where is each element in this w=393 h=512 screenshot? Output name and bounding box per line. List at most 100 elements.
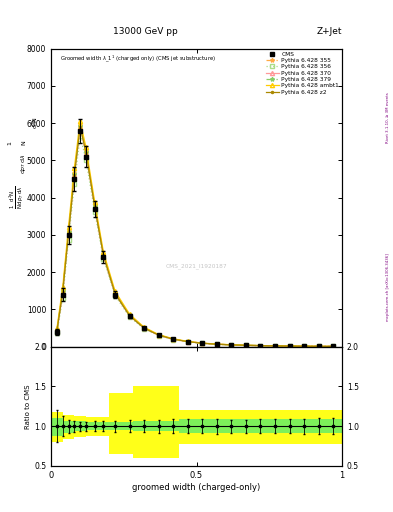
Pythia 6.428 ambt1 <box>273 343 277 349</box>
Pythia 6.428 z2 <box>156 332 161 338</box>
Pythia 6.428 z2 <box>78 123 83 130</box>
Pythia 6.428 356 <box>61 295 65 301</box>
Pythia 6.428 379 <box>215 341 219 347</box>
Pythia 6.428 355 <box>92 202 97 208</box>
Pythia 6.428 356 <box>66 237 71 243</box>
Text: CMS_2021_I1920187: CMS_2021_I1920187 <box>166 263 227 269</box>
Pythia 6.428 370 <box>316 343 321 349</box>
Pythia 6.428 356 <box>302 343 307 349</box>
Pythia 6.428 ambt1 <box>78 118 83 124</box>
Pythia 6.428 ambt1 <box>92 199 97 205</box>
Pythia 6.428 356 <box>244 343 248 349</box>
Pythia 6.428 379 <box>244 342 248 348</box>
Pythia 6.428 379 <box>229 342 234 348</box>
Text: Groomed width $\lambda\_1^1$ (charged only) (CMS jet substructure): Groomed width $\lambda\_1^1$ (charged on… <box>60 53 216 64</box>
Pythia 6.428 z2 <box>113 290 118 296</box>
Pythia 6.428 355 <box>258 343 263 349</box>
Pythia 6.428 356 <box>171 336 176 343</box>
Pythia 6.428 355 <box>200 340 205 346</box>
Pythia 6.428 z2 <box>84 150 88 156</box>
Pythia 6.428 379 <box>61 288 65 294</box>
Pythia 6.428 379 <box>142 325 147 331</box>
Pythia 6.428 379 <box>258 343 263 349</box>
Pythia 6.428 370 <box>61 289 65 295</box>
Pythia 6.428 ambt1 <box>244 342 248 348</box>
Pythia 6.428 355 <box>185 338 190 345</box>
Pythia 6.428 370 <box>200 340 205 346</box>
Pythia 6.428 356 <box>185 339 190 345</box>
Pythia 6.428 370 <box>156 332 161 338</box>
Pythia 6.428 355 <box>127 312 132 318</box>
Pythia 6.428 ambt1 <box>302 343 307 349</box>
Pythia 6.428 z2 <box>273 343 277 349</box>
Pythia 6.428 355 <box>273 343 277 349</box>
Pythia 6.428 379 <box>156 332 161 338</box>
Pythia 6.428 379 <box>287 343 292 349</box>
Pythia 6.428 379 <box>185 338 190 345</box>
Pythia 6.428 ambt1 <box>316 343 321 349</box>
Pythia 6.428 z2 <box>215 341 219 347</box>
Pythia 6.428 z2 <box>61 289 65 295</box>
Pythia 6.428 z2 <box>171 336 176 343</box>
Pythia 6.428 356 <box>229 342 234 348</box>
Pythia 6.428 355 <box>84 148 88 154</box>
Pythia 6.428 356 <box>78 133 83 139</box>
Pythia 6.428 379 <box>92 203 97 209</box>
Pythia 6.428 z2 <box>92 204 97 210</box>
Pythia 6.428 379 <box>200 340 205 346</box>
Pythia 6.428 355 <box>66 228 71 234</box>
Pythia 6.428 370 <box>127 313 132 319</box>
Pythia 6.428 356 <box>101 255 106 262</box>
Pythia 6.428 370 <box>113 291 118 297</box>
Pythia 6.428 z2 <box>244 342 248 348</box>
Pythia 6.428 356 <box>72 181 77 187</box>
Pythia 6.428 ambt1 <box>215 341 219 347</box>
Line: Pythia 6.428 356: Pythia 6.428 356 <box>55 134 335 349</box>
Line: Pythia 6.428 z2: Pythia 6.428 z2 <box>55 124 335 349</box>
Pythia 6.428 ambt1 <box>84 144 88 151</box>
Pythia 6.428 ambt1 <box>185 338 190 345</box>
Pythia 6.428 379 <box>273 343 277 349</box>
Pythia 6.428 370 <box>302 343 307 349</box>
Pythia 6.428 355 <box>55 327 59 333</box>
Pythia 6.428 355 <box>331 344 336 350</box>
Pythia 6.428 379 <box>127 312 132 318</box>
Pythia 6.428 379 <box>84 149 88 155</box>
X-axis label: groomed width (charged-only): groomed width (charged-only) <box>132 482 261 492</box>
Pythia 6.428 z2 <box>127 313 132 319</box>
Pythia 6.428 z2 <box>302 343 307 349</box>
Pythia 6.428 370 <box>229 342 234 348</box>
Pythia 6.428 370 <box>84 150 88 156</box>
Pythia 6.428 379 <box>331 344 336 350</box>
Pythia 6.428 ambt1 <box>229 342 234 348</box>
Pythia 6.428 370 <box>142 325 147 331</box>
Pythia 6.428 370 <box>244 343 248 349</box>
Pythia 6.428 ambt1 <box>200 340 205 346</box>
Pythia 6.428 ambt1 <box>72 165 77 171</box>
Text: $\mathrm{N}$: $\mathrm{N}$ <box>20 140 28 146</box>
Pythia 6.428 355 <box>316 343 321 349</box>
Pythia 6.428 370 <box>66 230 71 237</box>
Text: $\mathrm{d}p_T\,\mathrm{d}\lambda$: $\mathrm{d}p_T\,\mathrm{d}\lambda$ <box>19 154 28 174</box>
Pythia 6.428 ambt1 <box>127 311 132 317</box>
Pythia 6.428 ambt1 <box>171 336 176 342</box>
Pythia 6.428 379 <box>113 290 118 296</box>
Pythia 6.428 356 <box>215 342 219 348</box>
Pythia 6.428 356 <box>331 344 336 350</box>
Pythia 6.428 355 <box>61 287 65 293</box>
Pythia 6.428 355 <box>244 342 248 348</box>
Legend: CMS, Pythia 6.428 355, Pythia 6.428 356, Pythia 6.428 370, Pythia 6.428 379, Pyt: CMS, Pythia 6.428 355, Pythia 6.428 356,… <box>265 50 340 96</box>
Pythia 6.428 356 <box>273 343 277 349</box>
Pythia 6.428 370 <box>55 328 59 334</box>
Pythia 6.428 ambt1 <box>142 324 147 330</box>
Pythia 6.428 370 <box>92 204 97 210</box>
Pythia 6.428 379 <box>316 343 321 349</box>
Pythia 6.428 379 <box>55 327 59 333</box>
Pythia 6.428 370 <box>72 172 77 178</box>
Pythia 6.428 355 <box>78 122 83 128</box>
Pythia 6.428 356 <box>156 332 161 338</box>
Text: 13000 GeV pp: 13000 GeV pp <box>113 27 178 36</box>
Pythia 6.428 ambt1 <box>66 224 71 230</box>
Pythia 6.428 356 <box>287 343 292 349</box>
Pythia 6.428 z2 <box>287 343 292 349</box>
